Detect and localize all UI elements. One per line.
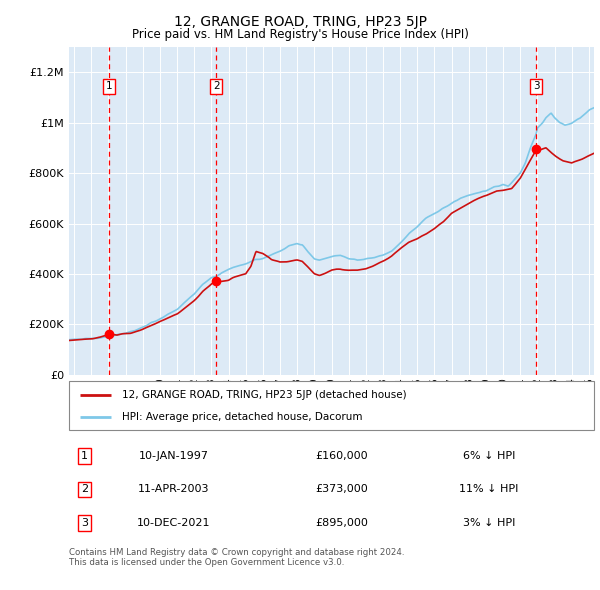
Text: 2: 2 [81, 484, 88, 494]
FancyBboxPatch shape [69, 381, 594, 430]
Text: 3: 3 [81, 518, 88, 528]
Text: 1: 1 [81, 451, 88, 461]
Text: 3: 3 [533, 81, 539, 91]
Text: 3% ↓ HPI: 3% ↓ HPI [463, 518, 515, 528]
Text: 11% ↓ HPI: 11% ↓ HPI [460, 484, 518, 494]
Text: £373,000: £373,000 [316, 484, 368, 494]
Text: 12, GRANGE ROAD, TRING, HP23 5JP (detached house): 12, GRANGE ROAD, TRING, HP23 5JP (detach… [121, 389, 406, 399]
Text: £160,000: £160,000 [316, 451, 368, 461]
Text: 2: 2 [213, 81, 220, 91]
Text: 10-DEC-2021: 10-DEC-2021 [137, 518, 211, 528]
Text: 1: 1 [106, 81, 112, 91]
Text: 12, GRANGE ROAD, TRING, HP23 5JP: 12, GRANGE ROAD, TRING, HP23 5JP [173, 15, 427, 29]
Text: 10-JAN-1997: 10-JAN-1997 [139, 451, 209, 461]
Text: Price paid vs. HM Land Registry's House Price Index (HPI): Price paid vs. HM Land Registry's House … [131, 28, 469, 41]
Text: £895,000: £895,000 [316, 518, 368, 528]
Text: 6% ↓ HPI: 6% ↓ HPI [463, 451, 515, 461]
Text: Contains HM Land Registry data © Crown copyright and database right 2024.
This d: Contains HM Land Registry data © Crown c… [69, 548, 404, 567]
Text: HPI: Average price, detached house, Dacorum: HPI: Average price, detached house, Daco… [121, 412, 362, 422]
Text: 11-APR-2003: 11-APR-2003 [138, 484, 210, 494]
